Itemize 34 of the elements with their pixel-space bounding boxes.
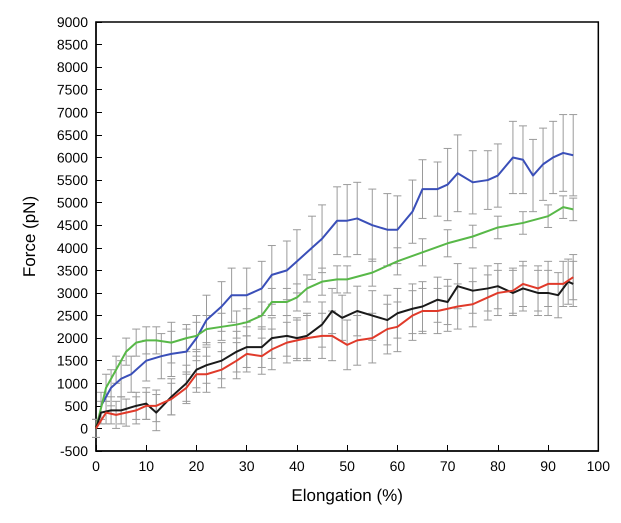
x-tick-label: 30 bbox=[238, 458, 255, 474]
y-tick-label: 8500 bbox=[56, 36, 88, 53]
y-tick-label: 1500 bbox=[56, 352, 88, 369]
y-tick-label: 6000 bbox=[56, 149, 88, 166]
y-tick-label: 3000 bbox=[56, 284, 88, 301]
y-tick-label: 7500 bbox=[56, 82, 88, 98]
x-tick-label: 100 bbox=[586, 458, 610, 474]
x-tick-label: 60 bbox=[390, 458, 406, 474]
x-tick-label: 20 bbox=[188, 458, 204, 474]
x-axis-title: Elongation (%) bbox=[291, 486, 403, 505]
y-tick-label: 2000 bbox=[56, 330, 88, 346]
y-tick-label: 6500 bbox=[56, 126, 88, 143]
x-tick-label: 90 bbox=[540, 458, 556, 474]
y-tick-label: 5500 bbox=[56, 172, 88, 188]
x-tick-label: 50 bbox=[339, 458, 356, 474]
x-tick-label: 40 bbox=[289, 458, 305, 474]
y-tick-label: 4500 bbox=[56, 217, 88, 234]
x-tick-label: 80 bbox=[490, 458, 506, 474]
line-series bbox=[100, 152, 574, 407]
y-tick-label: 4000 bbox=[56, 240, 88, 256]
x-tick-label: 70 bbox=[440, 458, 456, 474]
y-tick-label: -500 bbox=[60, 443, 88, 459]
x-tick-label: 10 bbox=[138, 458, 154, 474]
y-tick-label: 3500 bbox=[56, 262, 88, 278]
y-tick-label: 1000 bbox=[56, 375, 88, 392]
x-tick-label: 0 bbox=[92, 458, 100, 474]
y-tick-label: 0 bbox=[80, 420, 88, 436]
y-axis-title: Force (pN) bbox=[20, 196, 39, 278]
y-tick-label: 500 bbox=[64, 398, 88, 414]
y-tick-label: 9000 bbox=[56, 14, 88, 30]
y-tick-label: 7000 bbox=[56, 104, 88, 120]
y-tick-label: 2500 bbox=[56, 308, 88, 324]
y-tick-label: 8000 bbox=[56, 59, 88, 76]
y-tick-label: 5000 bbox=[56, 194, 88, 211]
